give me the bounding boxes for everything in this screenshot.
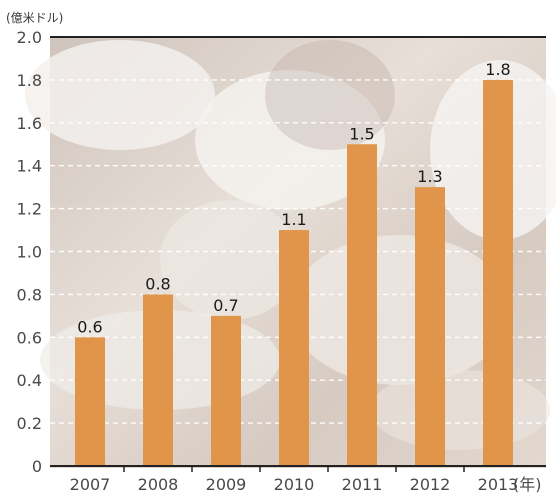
y-tick-label: 1.6	[17, 114, 42, 133]
y-tick-label: 0.2	[17, 414, 42, 433]
y-tick-label: 1.2	[17, 200, 42, 219]
x-tick-label: 2013	[478, 475, 519, 494]
x-tick-label: 2009	[206, 475, 247, 494]
data-label: 1.5	[349, 124, 374, 143]
y-tick-label: 1.4	[17, 157, 42, 176]
x-tick-labels: 2007 2008 2009 2010 2011 2012 2013	[70, 475, 519, 494]
y-tick-label: 2.0	[17, 28, 42, 47]
bars	[75, 79, 513, 467]
bar-2009	[211, 315, 241, 466]
data-label: 0.7	[213, 296, 238, 315]
bar-2012	[415, 187, 445, 466]
data-labels: 0.6 0.8 0.7 1.1 1.5 1.3 1.8	[77, 60, 510, 336]
x-tick-label: 2012	[410, 475, 451, 494]
data-label: 1.8	[485, 60, 510, 79]
x-tick-label: 2008	[138, 475, 179, 494]
bar-2007	[75, 337, 105, 466]
y-tick-label: 0.4	[17, 371, 42, 390]
y-tick-label: 0.6	[17, 328, 42, 347]
data-label: 0.8	[145, 274, 170, 293]
data-label: 1.1	[281, 210, 306, 229]
bar-2010	[279, 230, 309, 466]
x-axis-unit-label: (年)	[513, 475, 542, 494]
y-tick-label: 0.8	[17, 285, 42, 304]
x-tick-label: 2007	[70, 475, 111, 494]
bar-2013	[483, 79, 513, 467]
data-label: 0.6	[77, 317, 102, 336]
x-tick-label: 2010	[274, 475, 315, 494]
y-axis-unit-label: (億米ドル)	[6, 11, 63, 25]
bar-2011	[347, 144, 377, 466]
y-tick-label: 1.8	[17, 71, 42, 90]
y-tick-labels: 0 0.2 0.4 0.6 0.8 1.0 1.2 1.4 1.6 1.8 2.0	[17, 28, 42, 476]
axes	[50, 36, 546, 472]
y-tick-label: 0	[32, 457, 42, 476]
y-tick-label: 1.0	[17, 243, 42, 262]
data-label: 1.3	[417, 167, 442, 186]
bar-2008	[143, 294, 173, 466]
x-tick-label: 2011	[342, 475, 383, 494]
